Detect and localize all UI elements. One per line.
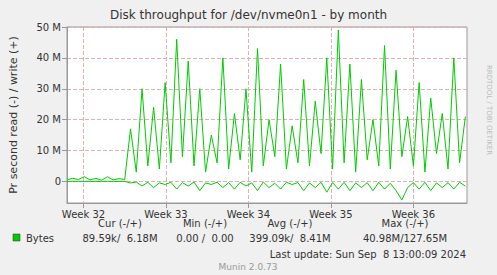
svg-text:Last update: Sun Sep 8 13:00:: Last update: Sun Sep 8 13:00:09 2024 [270,249,466,260]
svg-text:Cur (-/+): Cur (-/+) [98,217,142,229]
svg-text:399.09k/ 8.41M: 399.09k/ 8.41M [249,233,330,244]
svg-text:Munin 2.0.73: Munin 2.0.73 [219,262,278,272]
svg-text:Max (-/+): Max (-/+) [381,217,429,229]
svg-text:40 M: 40 M [36,52,61,63]
svg-text:Pr second read (-) / write (+): Pr second read (-) / write (+) [7,36,20,194]
svg-text:Week 34: Week 34 [227,209,270,220]
svg-text:30 M: 30 M [36,83,61,94]
svg-text:Bytes: Bytes [26,233,54,244]
svg-text:RRDTOOL / TOBI OETIKER: RRDTOOL / TOBI OETIKER [485,65,493,155]
svg-text:Week 35: Week 35 [309,209,352,220]
svg-text:Disk throughput for /dev/nvme0: Disk throughput for /dev/nvme0n1 - by mo… [110,8,387,22]
svg-text:Week 32: Week 32 [62,209,105,220]
svg-text:0: 0 [55,176,61,187]
svg-text:Min (-/+): Min (-/+) [183,218,227,229]
svg-text:Avg (-/+): Avg (-/+) [268,218,313,229]
svg-text:Week 36: Week 36 [392,209,435,220]
svg-text:40.98M/127.65M: 40.98M/127.65M [363,233,447,244]
svg-text:10 M: 10 M [36,145,61,156]
svg-text:0.00 / 0.00: 0.00 / 0.00 [176,233,233,244]
svg-text:50 M: 50 M [36,22,61,33]
svg-text:20 M: 20 M [36,114,61,125]
svg-text:89.59k/ 6.18M: 89.59k/ 6.18M [82,233,157,244]
svg-text:Week 33: Week 33 [144,209,187,220]
